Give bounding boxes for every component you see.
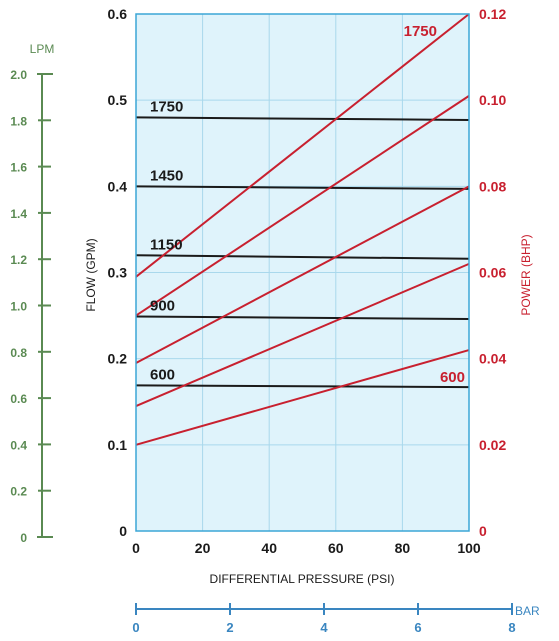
y-left-tick-labels: 0 0.1 0.2 0.3 0.4 0.5 0.6 <box>108 6 128 539</box>
x-tick-label: 40 <box>261 540 277 556</box>
power-line-5 <box>135 349 470 446</box>
lpm-axis: 0 0.2 0.4 0.6 0.8 1.0 1.2 1.4 1.6 1.8 2.0 <box>10 68 53 545</box>
bar-tick-label: 6 <box>414 620 421 635</box>
y-tick-label: 0 <box>119 523 127 539</box>
power-line-3 <box>135 185 470 364</box>
flow-label-600: 600 <box>150 366 175 383</box>
y2-tick-label: 0.02 <box>479 437 506 453</box>
flow-line-1150 <box>135 254 470 260</box>
y2-tick-label: 0.10 <box>479 92 506 108</box>
bar-tick-label: 4 <box>320 620 328 635</box>
x-tick-label: 80 <box>395 540 411 556</box>
y-right-axis-title: POWER (BHP) <box>519 234 533 315</box>
power-line-2 <box>135 95 470 317</box>
x-axis-title: DIFFERENTIAL PRESSURE (PSI) <box>210 572 395 586</box>
power-line-4 <box>135 262 470 407</box>
power-label-top: 1750 <box>404 23 437 40</box>
y-tick-label: 0.5 <box>108 92 128 108</box>
lpm-tick-label: 0.2 <box>10 485 27 499</box>
lpm-tick-label: 1.2 <box>10 253 27 267</box>
y-left-axis-title: FLOW (GPM) <box>84 238 98 311</box>
y2-tick-label: 0.04 <box>479 351 506 367</box>
lpm-tick-label: 2.0 <box>10 68 27 82</box>
y-tick-label: 0.4 <box>108 178 128 194</box>
x-tick-label: 20 <box>195 540 211 556</box>
plot-frame <box>135 13 470 532</box>
lpm-tick-label: 0.4 <box>10 438 27 452</box>
power-label-bottom: 600 <box>440 369 465 386</box>
y2-tick-label: 0.12 <box>479 6 506 22</box>
flow-label-900: 900 <box>150 297 175 314</box>
flow-line-1450 <box>135 185 470 190</box>
lpm-tick-label: 1.0 <box>10 300 27 314</box>
flow-curves <box>135 116 470 389</box>
x-tick-label: 100 <box>457 540 481 556</box>
y2-tick-label: 0.08 <box>479 178 506 194</box>
lpm-tick-label: 0.8 <box>10 346 27 360</box>
power-curves <box>135 13 470 446</box>
flow-line-900 <box>135 315 470 321</box>
lpm-tick-label: 0 <box>20 531 27 545</box>
flow-label-1150: 1150 <box>150 236 183 253</box>
bar-tick-label: 0 <box>132 620 139 635</box>
y2-tick-label: 0.06 <box>479 265 506 281</box>
bar-axis-title: BAR <box>515 604 540 618</box>
lpm-axis-title: LPM <box>30 42 55 56</box>
lpm-tick-label: 1.6 <box>10 161 27 175</box>
power-line-1 <box>135 13 470 278</box>
flow-label-1450: 1450 <box>150 167 183 184</box>
series-labels: 1750 1450 1150 900 600 1750 600 <box>150 23 465 386</box>
y-right-tick-labels: 0 0.02 0.04 0.06 0.08 0.10 0.12 <box>479 6 506 539</box>
x-tick-label: 0 <box>132 540 140 556</box>
lpm-tick-label: 1.8 <box>10 114 27 128</box>
bar-axis: 0 2 4 6 8 <box>132 603 516 635</box>
flow-line-600 <box>135 384 470 389</box>
bar-tick-label: 8 <box>508 620 515 635</box>
lpm-tick-label: 1.4 <box>10 207 27 221</box>
y-tick-label: 0.3 <box>108 265 128 281</box>
y-tick-label: 0.6 <box>108 6 128 22</box>
y-tick-label: 0.2 <box>108 351 128 367</box>
flow-line-1750 <box>135 116 470 121</box>
x-tick-label: 60 <box>328 540 344 556</box>
y2-tick-label: 0 <box>479 523 487 539</box>
flow-label-1750: 1750 <box>150 98 183 115</box>
bar-tick-label: 2 <box>226 620 233 635</box>
y-tick-label: 0.1 <box>108 437 128 453</box>
x-tick-labels: 0 20 40 60 80 100 <box>132 540 481 556</box>
lpm-tick-label: 0.6 <box>10 392 27 406</box>
